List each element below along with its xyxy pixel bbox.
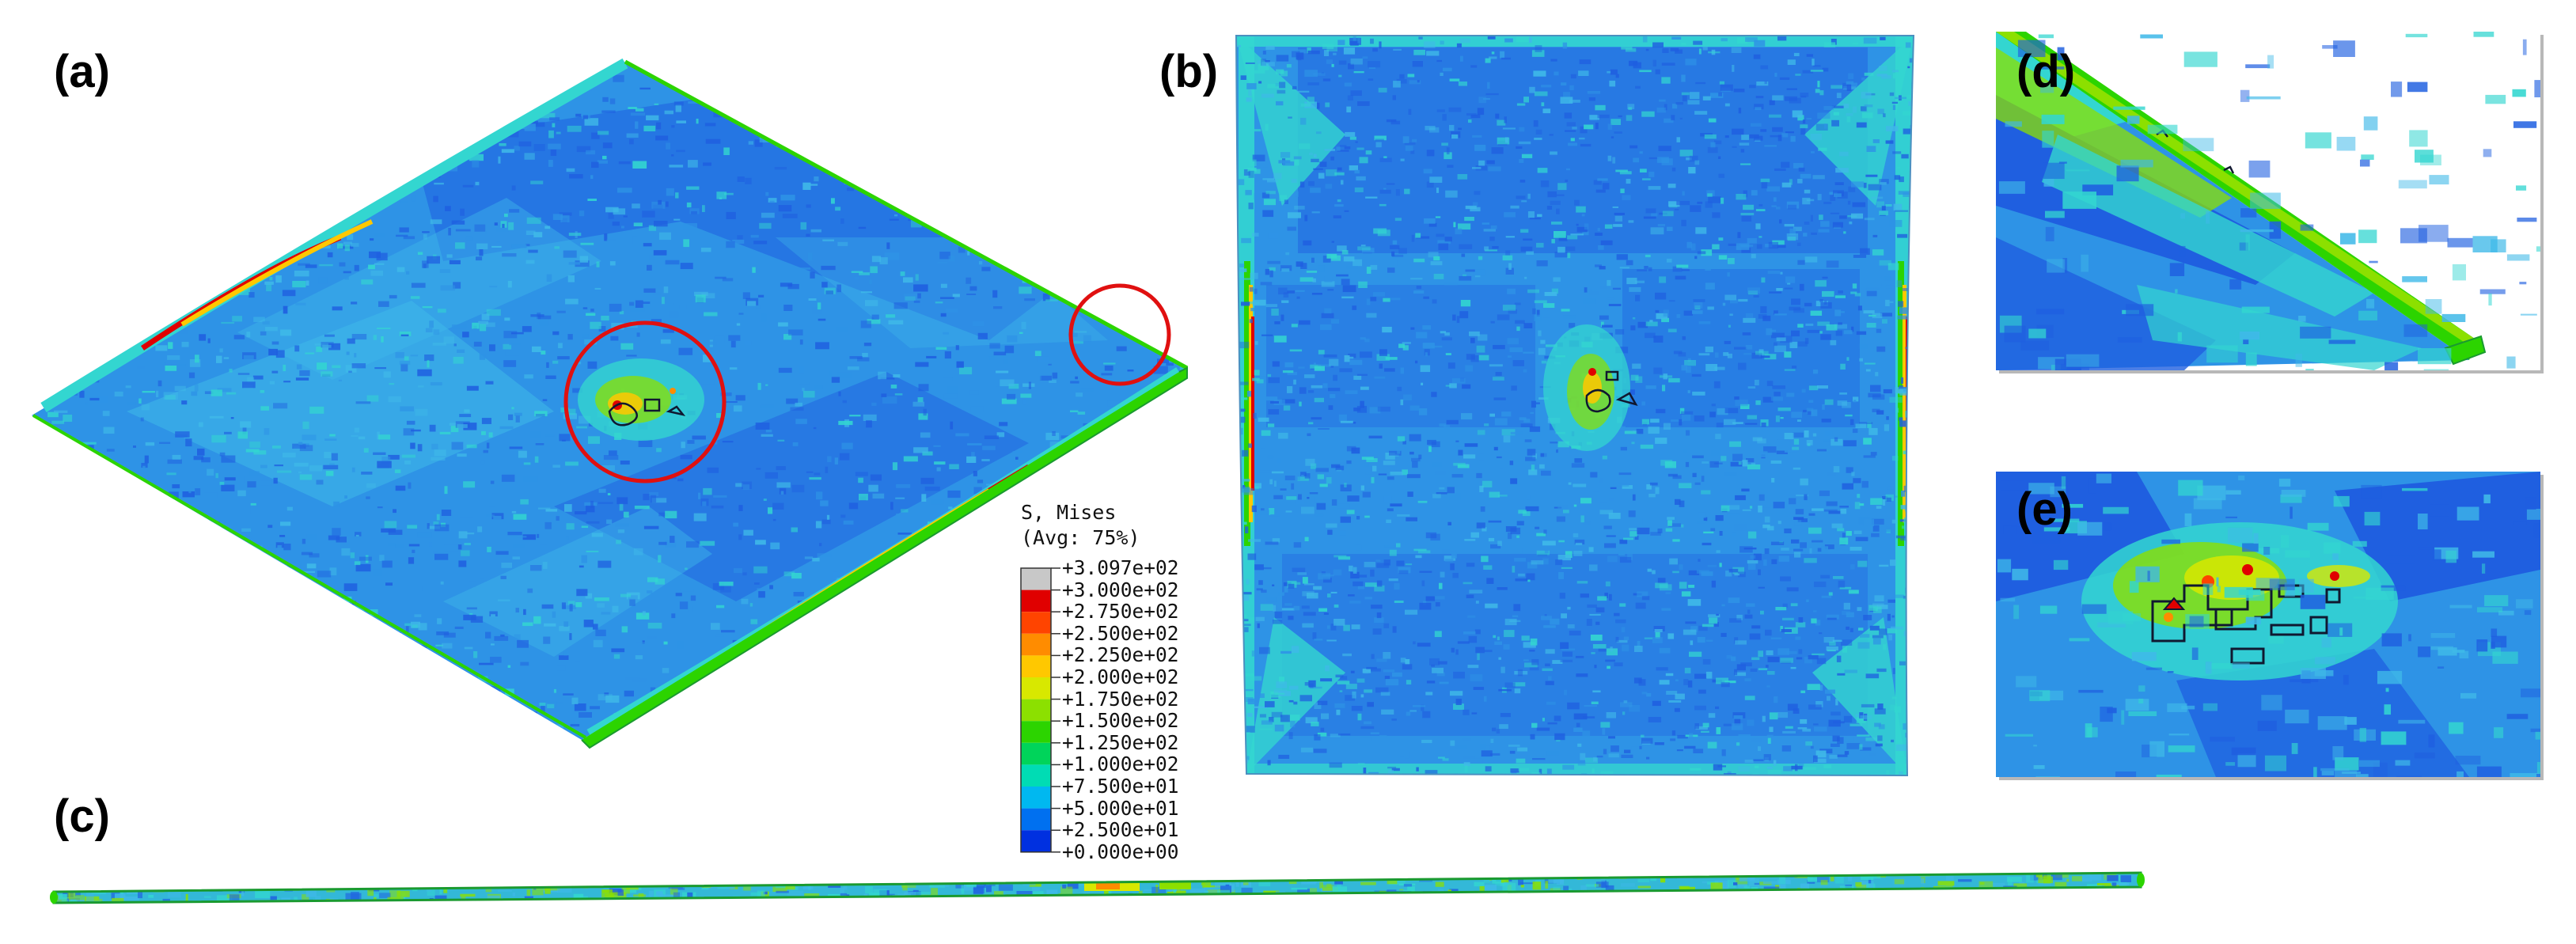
panel-label-a: (a)	[54, 46, 110, 97]
legend-tick-label: +0.000e+00	[1062, 840, 1179, 863]
legend-tick-label: +1.000e+02	[1062, 753, 1179, 776]
plate-side-view	[50, 871, 2145, 904]
plate-a-edge-upper-left	[40, 58, 628, 412]
legend-swatch	[1021, 699, 1051, 722]
legend-tick-label: +2.000e+02	[1062, 665, 1179, 688]
legend-tick-label: +3.000e+02	[1062, 578, 1179, 601]
legend-tick-label: +5.000e+01	[1062, 796, 1179, 820]
highlight-circle-hotspot	[563, 320, 727, 483]
legend-swatch	[1021, 742, 1051, 765]
legend-swatch	[1021, 721, 1051, 743]
panel-label-d: (d)	[2016, 46, 2076, 97]
legend-swatch	[1021, 677, 1051, 699]
panel-label-c: (c)	[54, 790, 110, 842]
legend-outline	[1020, 567, 1052, 853]
legend-swatch	[1021, 808, 1051, 831]
zoom-corner-view	[1996, 32, 2544, 373]
legend-tick-label: +1.500e+02	[1062, 709, 1179, 733]
legend-tick-label: +1.750e+02	[1062, 687, 1179, 711]
legend-swatch	[1021, 568, 1051, 590]
legend-swatch	[1021, 830, 1051, 852]
plate-a-hotspot	[578, 358, 704, 441]
plate-b-texture	[1236, 36, 1914, 775]
legend-tick-label: +1.250e+02	[1062, 730, 1179, 754]
legend-tick-label: +7.500e+01	[1062, 775, 1179, 798]
legend-swatch	[1021, 590, 1051, 612]
legend-tick-label: +2.750e+02	[1062, 600, 1179, 624]
plate-top-view	[1235, 35, 1915, 777]
stress-legend-colorbar	[1020, 567, 1060, 853]
panel-label-e: (e)	[2016, 483, 2073, 535]
legend-tick-label: +2.500e+01	[1062, 818, 1179, 842]
legend-tick-label: +2.500e+02	[1062, 621, 1179, 645]
legend-tick-label: +3.097e+02	[1062, 556, 1179, 579]
plate-c-texture	[55, 873, 2141, 903]
plate-a-field	[127, 87, 1108, 657]
legend-tick-label: +2.250e+02	[1062, 643, 1179, 667]
legend-swatch	[1021, 633, 1051, 656]
highlight-circle-corner	[1068, 283, 1171, 386]
legend-swatch	[1021, 764, 1051, 787]
legend-swatch	[1021, 787, 1051, 809]
legend-swatch	[1021, 612, 1051, 634]
panel-label-b: (b)	[1159, 46, 1219, 97]
zoom-hotspot-view	[1996, 472, 2544, 780]
plate-b-hotspot	[1543, 324, 1638, 451]
legend-title: S, Mises	[1021, 501, 1117, 524]
legend-swatch	[1021, 655, 1051, 677]
legend-subtitle: (Avg: 75%)	[1021, 526, 1140, 549]
